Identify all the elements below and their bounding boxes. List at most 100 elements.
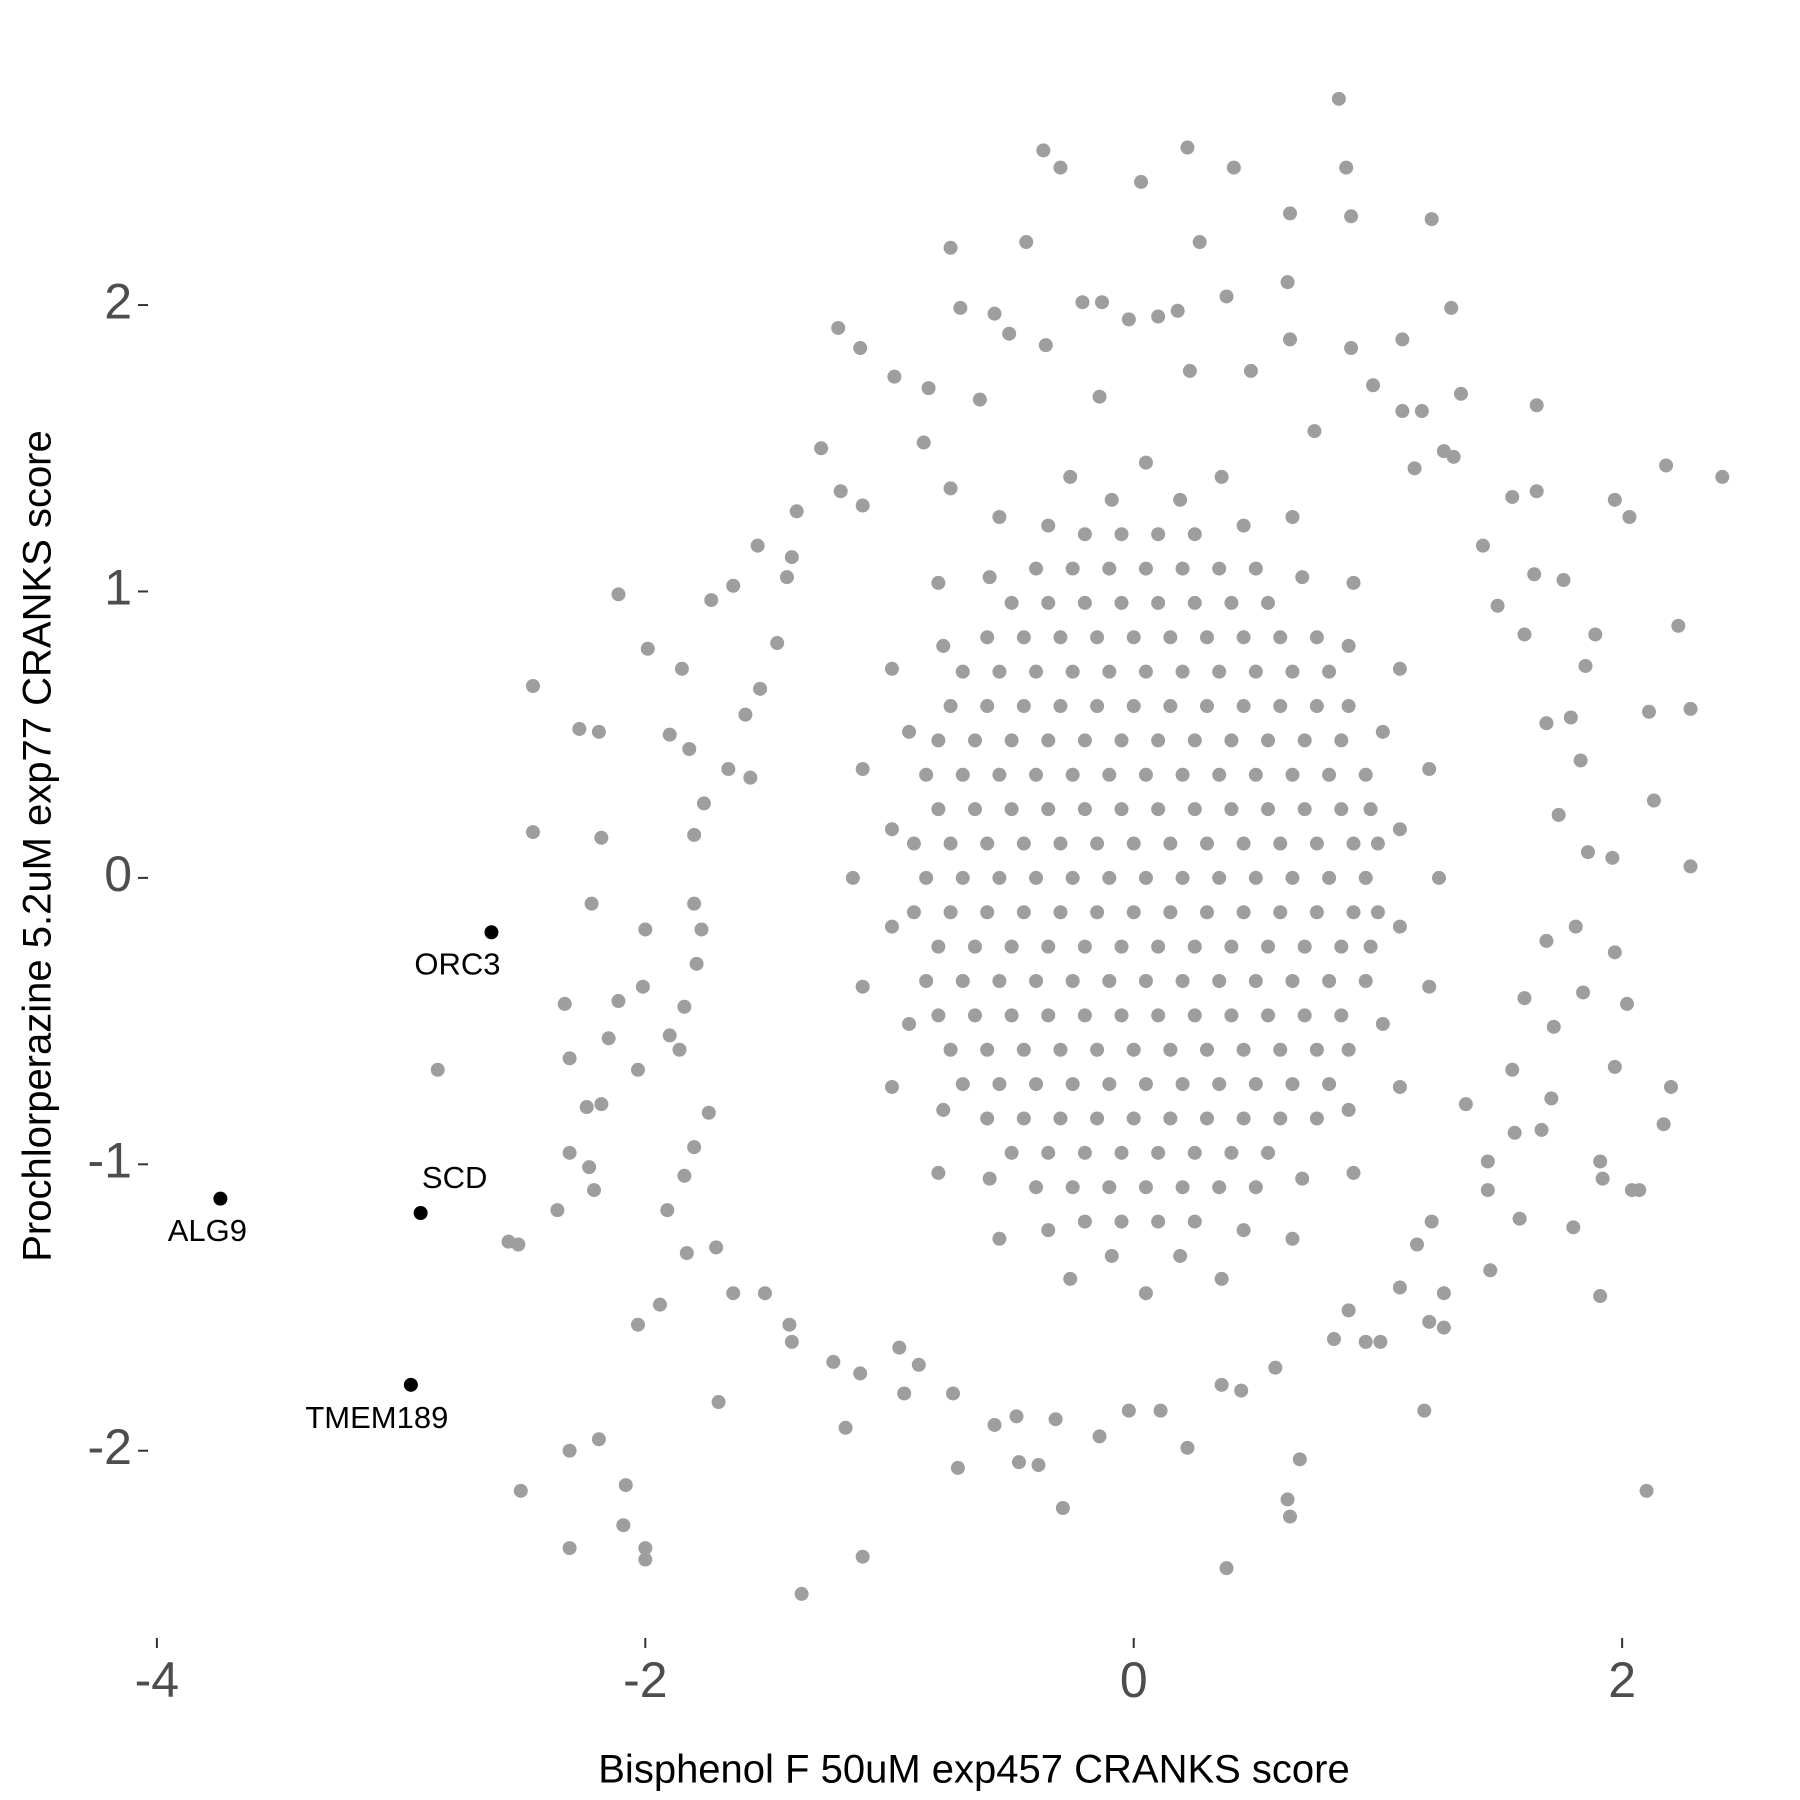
data-point (1102, 1077, 1117, 1092)
data-point (1077, 527, 1092, 542)
data-point (1180, 140, 1195, 155)
data-point (711, 1395, 726, 1410)
data-point (931, 802, 946, 817)
data-point (1016, 699, 1031, 714)
data-point (1163, 1042, 1178, 1057)
data-point (980, 1111, 995, 1126)
data-point (1248, 664, 1263, 679)
data-point (1175, 561, 1190, 576)
data-point (1065, 767, 1080, 782)
data-point (584, 896, 599, 911)
data-point (1236, 699, 1251, 714)
data-point (1544, 1091, 1559, 1106)
data-point (1363, 939, 1378, 954)
data-point (1297, 802, 1312, 817)
data-point (1187, 1214, 1202, 1229)
data-point (902, 1016, 917, 1031)
data-point (1077, 939, 1092, 954)
data-point (1517, 627, 1532, 642)
data-point (1126, 1042, 1141, 1057)
data-point (1175, 664, 1190, 679)
data-point (1151, 309, 1166, 324)
data-point (1090, 699, 1105, 714)
data-point (1392, 919, 1407, 934)
data-point (884, 1079, 899, 1094)
data-point (1090, 836, 1105, 851)
data-point (1483, 1263, 1498, 1278)
data-point (1285, 870, 1300, 885)
data-point (1041, 1223, 1056, 1238)
data-point (1607, 945, 1622, 960)
data-point (1334, 802, 1349, 817)
data-point (726, 578, 741, 593)
data-point (1659, 458, 1674, 473)
data-point (1480, 1154, 1495, 1169)
data-point (884, 919, 899, 934)
data-point (1114, 527, 1129, 542)
data-point (1236, 518, 1251, 533)
data-point (1341, 638, 1356, 653)
data-point (1138, 1077, 1153, 1092)
data-point (1280, 275, 1295, 290)
data-point (726, 1286, 741, 1301)
data-point (1646, 793, 1661, 808)
points-layer: ALG9 SCD ORC3 TMEM189 (168, 91, 1730, 1601)
data-point (967, 733, 982, 748)
data-point (704, 593, 719, 608)
data-point (1422, 762, 1437, 777)
data-point (1346, 575, 1361, 590)
data-point (992, 767, 1007, 782)
data-point (1126, 1111, 1141, 1126)
data-point (1187, 1145, 1202, 1160)
data-point (1029, 664, 1044, 679)
data-point (1505, 1062, 1520, 1077)
data-point (513, 1483, 528, 1498)
data-point (838, 1420, 853, 1435)
data-point (525, 678, 540, 693)
data-point (1219, 1561, 1234, 1576)
data-point (1175, 1077, 1190, 1092)
data-point (1004, 1145, 1019, 1160)
data-point (953, 300, 968, 315)
data-point (1065, 561, 1080, 576)
data-point (1422, 979, 1437, 994)
data-point (1173, 492, 1188, 507)
data-point (1138, 561, 1153, 576)
data-point (1065, 664, 1080, 679)
data-point (1534, 1122, 1549, 1137)
data-point (831, 320, 846, 335)
data-point (1331, 91, 1346, 106)
data-point (1346, 905, 1361, 920)
point-label: ORC3 (414, 946, 500, 981)
data-point (1605, 850, 1620, 865)
y-tick-label: -2 (88, 1419, 132, 1475)
data-point (594, 1097, 609, 1112)
data-point (1370, 836, 1385, 851)
data-point (784, 550, 799, 565)
data-point (1187, 802, 1202, 817)
data-point (1422, 1314, 1437, 1329)
data-point (1436, 1286, 1451, 1301)
data-point (1395, 332, 1410, 347)
data-point (1199, 630, 1214, 645)
data-point (1620, 996, 1635, 1011)
data-point (562, 1541, 577, 1556)
data-point (562, 1051, 577, 1066)
data-point (1102, 664, 1117, 679)
data-point (1341, 1102, 1356, 1117)
data-point (1138, 870, 1153, 885)
x-tick-label: -2 (623, 1652, 667, 1708)
data-point (1285, 1077, 1300, 1092)
data-point (902, 724, 917, 739)
data-point (1138, 1286, 1153, 1301)
data-point (1248, 974, 1263, 989)
data-point (674, 661, 689, 676)
data-point (992, 1077, 1007, 1092)
data-point (992, 664, 1007, 679)
data-point (1424, 1214, 1439, 1229)
data-point (1663, 1079, 1678, 1094)
data-point (884, 822, 899, 837)
data-point (1019, 235, 1034, 250)
data-point (1121, 1403, 1136, 1418)
data-point (955, 664, 970, 679)
